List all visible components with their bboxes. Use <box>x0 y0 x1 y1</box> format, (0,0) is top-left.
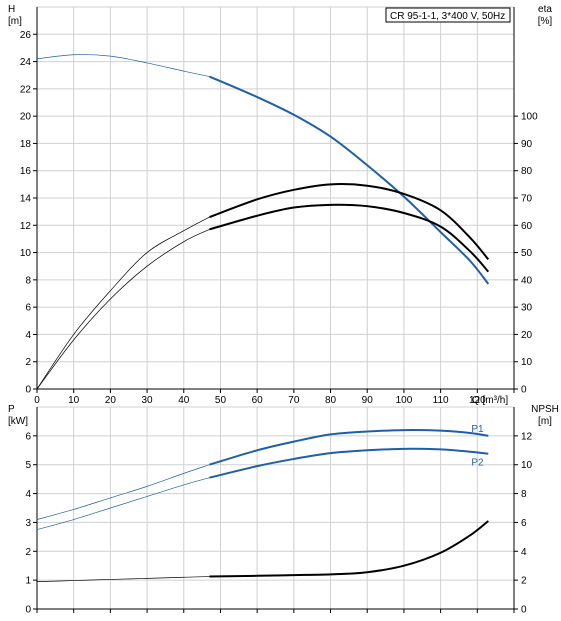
y-left-label-unit: [m] <box>8 16 22 27</box>
y-right-tick-label: 30 <box>521 303 533 314</box>
y-left-tick-label: 18 <box>20 139 32 150</box>
y-left-label-name: P <box>8 404 15 415</box>
x-tick-label: 80 <box>325 395 337 406</box>
y-left-tick-label: 6 <box>25 431 31 442</box>
y-right-label-name: NPSH <box>531 404 559 415</box>
series-label-p2: P2 <box>471 458 484 469</box>
y-left-tick-label: 26 <box>20 30 32 41</box>
y-right-tick-label: 80 <box>521 166 533 177</box>
y-right-tick-label: 40 <box>521 275 533 286</box>
series-eta-1-thick <box>209 183 490 261</box>
y-left-tick-label: 4 <box>25 489 31 500</box>
x-tick-label: 100 <box>396 395 413 406</box>
x-tick-label: 30 <box>142 395 154 406</box>
y-left-tick-label: 14 <box>20 194 32 205</box>
y-left-tick-label: 0 <box>25 605 31 616</box>
y-right-tick-label: 20 <box>521 330 533 341</box>
y-left-tick-label: 10 <box>20 248 32 259</box>
grid <box>36 6 515 390</box>
y-right-tick-label: 90 <box>521 139 533 150</box>
y-right-tick-label: 12 <box>521 431 533 442</box>
y-right-tick-label: 10 <box>521 460 533 471</box>
y-left-tick-label: 4 <box>25 330 31 341</box>
y-right-label-unit: [%] <box>538 16 553 27</box>
y-right-tick-label: 4 <box>521 547 527 558</box>
head-efficiency-chart: CR 95-1-1, 3*400 V, 50Hz 024681012141618… <box>8 4 552 406</box>
grid <box>36 406 515 610</box>
y-left-label-unit: [kW] <box>8 416 28 427</box>
x-tick-label: 110 <box>433 395 449 406</box>
x-tick-label: 90 <box>362 395 374 406</box>
x-tick-label: 20 <box>105 395 117 406</box>
y-left-tick-label: 8 <box>25 275 31 286</box>
chart-title: CR 95-1-1, 3*400 V, 50Hz <box>390 11 505 22</box>
y-right-tick-label: 60 <box>521 221 533 232</box>
series-npsh-thin <box>36 576 210 582</box>
y-right-tick-label: 6 <box>521 518 527 529</box>
y-left-tick-label: 22 <box>20 84 32 95</box>
series-npsh-thick <box>209 520 489 578</box>
y-left-tick-label: 12 <box>20 221 32 232</box>
series-p2-thin <box>36 477 210 530</box>
y-left-tick-label: 20 <box>20 112 32 123</box>
y-right-label-name: eta <box>538 4 552 15</box>
y-right-tick-label: 0 <box>521 605 527 616</box>
series-label-p1: P1 <box>471 424 484 435</box>
series-p1-thin <box>36 464 210 520</box>
y-left-tick-label: 2 <box>25 547 31 558</box>
x-tick-label: 0 <box>34 395 40 406</box>
x-axis-label: Q [m³/h] <box>472 395 508 406</box>
series-eta-1-thin <box>36 216 210 390</box>
y-right-tick-label: 2 <box>521 576 527 587</box>
y-left-tick-label: 1 <box>25 576 31 587</box>
series-eta-2-thick <box>209 203 490 273</box>
x-tick-label: 40 <box>178 395 190 406</box>
y-left-tick-label: 2 <box>25 357 31 368</box>
y-left-label-name: H <box>8 4 15 15</box>
y-right-label-unit: [m] <box>538 416 552 427</box>
x-tick-label: 120 <box>469 395 486 406</box>
y-left-tick-label: 24 <box>20 57 32 68</box>
x-tick-label: 10 <box>68 395 80 406</box>
y-left-tick-label: 5 <box>25 460 31 471</box>
series-head-thin <box>36 54 210 77</box>
series-eta-2-thin <box>36 229 210 390</box>
series-head-thick <box>209 75 490 285</box>
x-tick-label: 60 <box>252 395 264 406</box>
y-right-tick-label: 50 <box>521 248 533 259</box>
x-tick-label: 70 <box>288 395 300 406</box>
series-p1-thick <box>209 429 489 466</box>
x-tick-label: 50 <box>215 395 227 406</box>
y-left-tick-label: 6 <box>25 303 31 314</box>
y-left-tick-label: 16 <box>20 166 32 177</box>
series-p2-thick <box>209 447 489 479</box>
y-right-tick-label: 70 <box>521 194 533 205</box>
y-right-tick-label: 8 <box>521 489 527 500</box>
title-box <box>385 7 511 23</box>
y-left-tick-label: 3 <box>25 518 31 529</box>
y-right-tick-label: 0 <box>521 385 527 396</box>
y-right-tick-label: 100 <box>521 112 538 123</box>
y-right-tick-label: 10 <box>521 357 533 368</box>
y-left-tick-label: 0 <box>25 385 31 396</box>
